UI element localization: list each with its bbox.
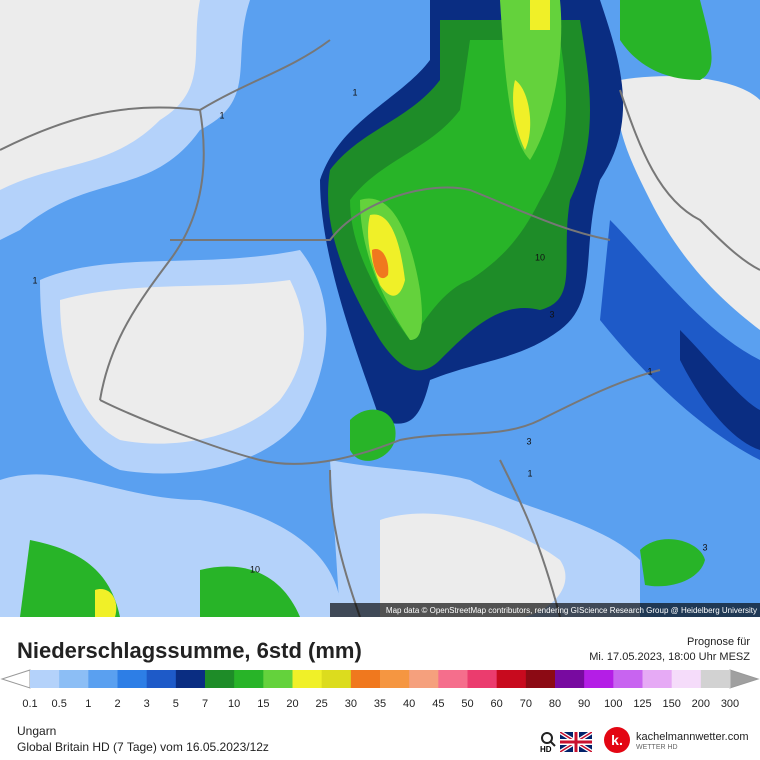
- legend-label: 125: [633, 698, 651, 710]
- forecast-label: Prognose für: [687, 636, 750, 648]
- legend-label: 100: [604, 698, 622, 710]
- legend-label: 7: [202, 698, 208, 710]
- legend-label: 25: [316, 698, 328, 710]
- legend-swatch: [642, 670, 673, 688]
- attribution: Map data © OpenStreetMap contributors, r…: [386, 606, 757, 615]
- legend: 0.1 0.5 1 2 3 5 7 10 15 20 25 30 35 40 45 50 60 70 80 90 100…: [0, 669, 760, 710]
- contour-label: 10: [535, 252, 545, 262]
- legend-swatch: [409, 670, 439, 688]
- legend-swatch: [30, 670, 60, 688]
- legend-label: 90: [578, 698, 590, 710]
- legend-swatch: [321, 670, 352, 688]
- legend-swatch: [59, 670, 89, 688]
- contour-label: 10: [250, 564, 260, 574]
- legend-label: 45: [432, 698, 444, 710]
- legend-swatch: [525, 670, 556, 688]
- legend-label: 20: [286, 698, 298, 710]
- site-sub: WETTER HD: [636, 744, 678, 751]
- logo[interactable]: k.: [604, 727, 630, 753]
- legend-label: 40: [403, 698, 415, 710]
- legend-label: 10: [228, 698, 240, 710]
- legend-swatch: [88, 670, 118, 688]
- legend-label: 80: [549, 698, 561, 710]
- legend-swatch: [496, 670, 527, 688]
- legend-label: 30: [345, 698, 357, 710]
- legend-label: 1: [85, 698, 91, 710]
- title: Niederschlagssumme, 6std (mm): [17, 638, 362, 663]
- legend-swatch: [380, 670, 410, 688]
- legend-over: [729, 669, 760, 689]
- legend-label: 5: [173, 698, 179, 710]
- legend-swatch: [700, 670, 731, 688]
- legend-swatch: [671, 670, 702, 688]
- language-flag[interactable]: [560, 732, 592, 752]
- legend-swatch: [263, 670, 293, 688]
- precipitation-map: Map data © OpenStreetMap contributors, r…: [0, 0, 760, 617]
- legend-label: 150: [662, 698, 680, 710]
- legend-swatch: [205, 670, 235, 688]
- legend-swatch: [175, 670, 206, 688]
- contour-label: 3: [702, 542, 707, 552]
- contour-label: 1: [219, 110, 224, 120]
- contour-label: 1: [352, 87, 357, 97]
- legend-swatch: [292, 670, 323, 688]
- legend-swatch: [117, 670, 148, 688]
- legend-swatch: [146, 670, 177, 688]
- legend-label: 35: [374, 698, 386, 710]
- legend-swatch: [234, 670, 264, 688]
- model: Global Britain HD (7 Tage) vom 16.05.202…: [17, 740, 269, 754]
- hd-label: HD: [540, 745, 552, 754]
- legend-label: 2: [114, 698, 120, 710]
- search-icon[interactable]: HD: [538, 730, 560, 754]
- legend-label: 50: [461, 698, 473, 710]
- contour-label: 1: [32, 275, 37, 285]
- legend-swatch: [555, 670, 585, 688]
- legend-label: 70: [520, 698, 532, 710]
- legend-label: 60: [491, 698, 503, 710]
- legend-label: 300: [721, 698, 739, 710]
- legend-label: 15: [257, 698, 269, 710]
- legend-label: 200: [692, 698, 710, 710]
- legend-label: 0.5: [52, 698, 67, 710]
- legend-swatch: [613, 670, 643, 688]
- legend-label: 3: [144, 698, 150, 710]
- forecast-time: Mi. 17.05.2023, 18:00 Uhr MESZ: [589, 651, 750, 663]
- legend-swatch: [350, 670, 381, 688]
- legend-label: 0.1: [22, 698, 37, 710]
- legend-swatch: [584, 670, 614, 688]
- contour-label: 1: [647, 366, 652, 376]
- legend-swatch: [438, 670, 468, 688]
- contour-label: 1: [527, 468, 532, 478]
- contour-label: 3: [549, 309, 554, 319]
- site[interactable]: kachelmannwetter.com: [636, 731, 749, 743]
- contour-label: 3: [526, 436, 531, 446]
- legend-swatch: [467, 670, 498, 688]
- legend-under: [0, 669, 31, 689]
- region: Ungarn: [17, 724, 57, 738]
